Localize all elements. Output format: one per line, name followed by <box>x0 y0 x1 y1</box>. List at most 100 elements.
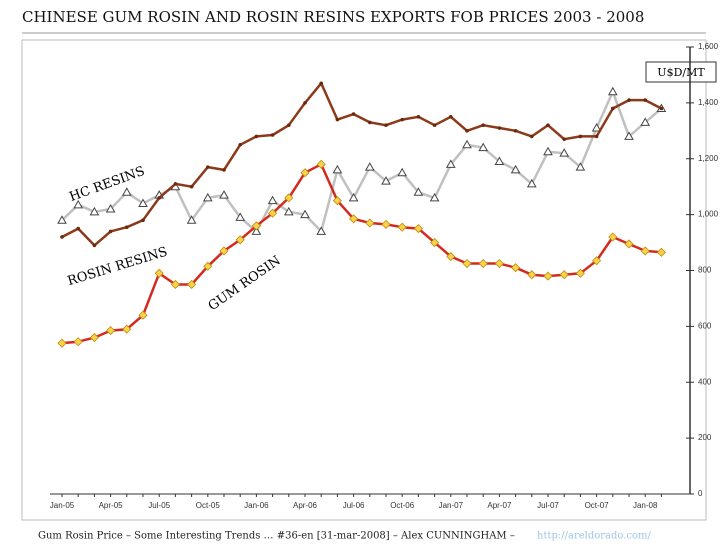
marker <box>351 112 356 116</box>
marker <box>300 209 310 219</box>
y-tick-label: 600 <box>698 321 712 330</box>
marker <box>624 131 634 140</box>
marker <box>300 168 310 178</box>
x-tick-label: Jan-08 <box>633 501 658 510</box>
y-tick-label: 200 <box>698 433 712 442</box>
y-tick-label: 400 <box>698 377 712 386</box>
marker <box>494 156 505 166</box>
marker <box>254 134 259 139</box>
x-tick-label: Oct-07 <box>585 501 610 510</box>
marker <box>624 239 634 249</box>
marker <box>332 164 343 174</box>
marker <box>413 224 423 234</box>
marker <box>400 117 405 122</box>
x-tick-label: Oct-06 <box>390 501 415 510</box>
x-tick-label: Jul-05 <box>148 501 170 510</box>
x-tick-label: Apr-05 <box>99 501 124 510</box>
marker <box>335 117 340 122</box>
marker <box>303 101 307 105</box>
marker <box>105 204 116 213</box>
marker <box>219 190 229 199</box>
marker <box>106 325 116 336</box>
marker <box>57 215 67 224</box>
marker <box>543 271 553 281</box>
chart-title: CHINESE GUM ROSIN AND ROSIN RESINS EXPOR… <box>22 8 644 26</box>
marker <box>251 226 262 235</box>
series-line <box>61 82 662 247</box>
marker <box>170 279 180 290</box>
x-tick-label: Oct-05 <box>196 501 221 510</box>
marker <box>413 187 424 196</box>
marker <box>432 123 437 128</box>
marker <box>511 263 521 273</box>
marker <box>157 196 161 200</box>
marker <box>60 235 64 239</box>
marker <box>513 129 518 133</box>
marker <box>122 324 132 334</box>
marker <box>449 115 453 119</box>
marker <box>575 162 586 171</box>
y-tick-label: 800 <box>698 266 712 275</box>
footer: Gum Rosin Price – Some Interesting Trend… <box>38 531 515 542</box>
y-tick-label: 1,400 <box>698 98 719 107</box>
marker <box>591 123 602 132</box>
marker <box>462 258 472 269</box>
x-tick-label: Jan-05 <box>50 501 75 510</box>
marker <box>627 98 631 102</box>
marker <box>138 198 148 207</box>
marker <box>381 219 391 229</box>
marker <box>562 137 566 141</box>
marker <box>543 146 553 156</box>
marker <box>659 106 664 111</box>
x-tick-label: Jul-07 <box>537 501 559 510</box>
marker <box>270 133 275 137</box>
marker <box>284 193 294 203</box>
marker <box>287 123 291 128</box>
marker <box>238 142 242 147</box>
marker <box>349 214 359 224</box>
marker <box>530 134 534 139</box>
marker <box>206 165 210 169</box>
marker <box>546 123 550 128</box>
marker <box>478 142 489 152</box>
x-tick-label: Jan-07 <box>439 501 464 510</box>
y-tick-label: 1,200 <box>698 154 719 163</box>
marker <box>368 120 372 125</box>
marker <box>462 139 472 149</box>
marker <box>611 106 615 111</box>
marker <box>608 232 618 242</box>
marker <box>592 256 602 266</box>
marker <box>251 221 261 231</box>
marker <box>656 247 666 257</box>
marker <box>235 235 245 245</box>
marker <box>141 218 145 223</box>
y-tick-label: 0 <box>698 489 703 498</box>
marker <box>283 206 294 216</box>
marker <box>316 159 326 169</box>
marker <box>526 178 537 188</box>
marker <box>202 192 213 202</box>
marker <box>559 148 570 157</box>
marker <box>222 168 226 172</box>
marker <box>381 176 391 185</box>
marker <box>429 192 440 202</box>
marker <box>594 134 599 139</box>
marker <box>319 81 324 86</box>
marker <box>268 208 278 218</box>
marker <box>416 115 421 119</box>
marker <box>465 129 469 133</box>
x-tick-label: Apr-06 <box>293 501 318 510</box>
marker <box>494 258 504 269</box>
footer-link[interactable]: http://areldorado.com/ <box>537 531 652 542</box>
marker <box>108 229 113 234</box>
marker <box>365 218 375 228</box>
x-tick-label: Jan-06 <box>244 501 269 510</box>
marker <box>235 212 246 221</box>
marker <box>173 182 178 186</box>
marker <box>76 226 80 231</box>
marker <box>57 338 67 348</box>
marker <box>643 98 647 102</box>
marker <box>481 123 486 128</box>
marker <box>478 258 488 269</box>
